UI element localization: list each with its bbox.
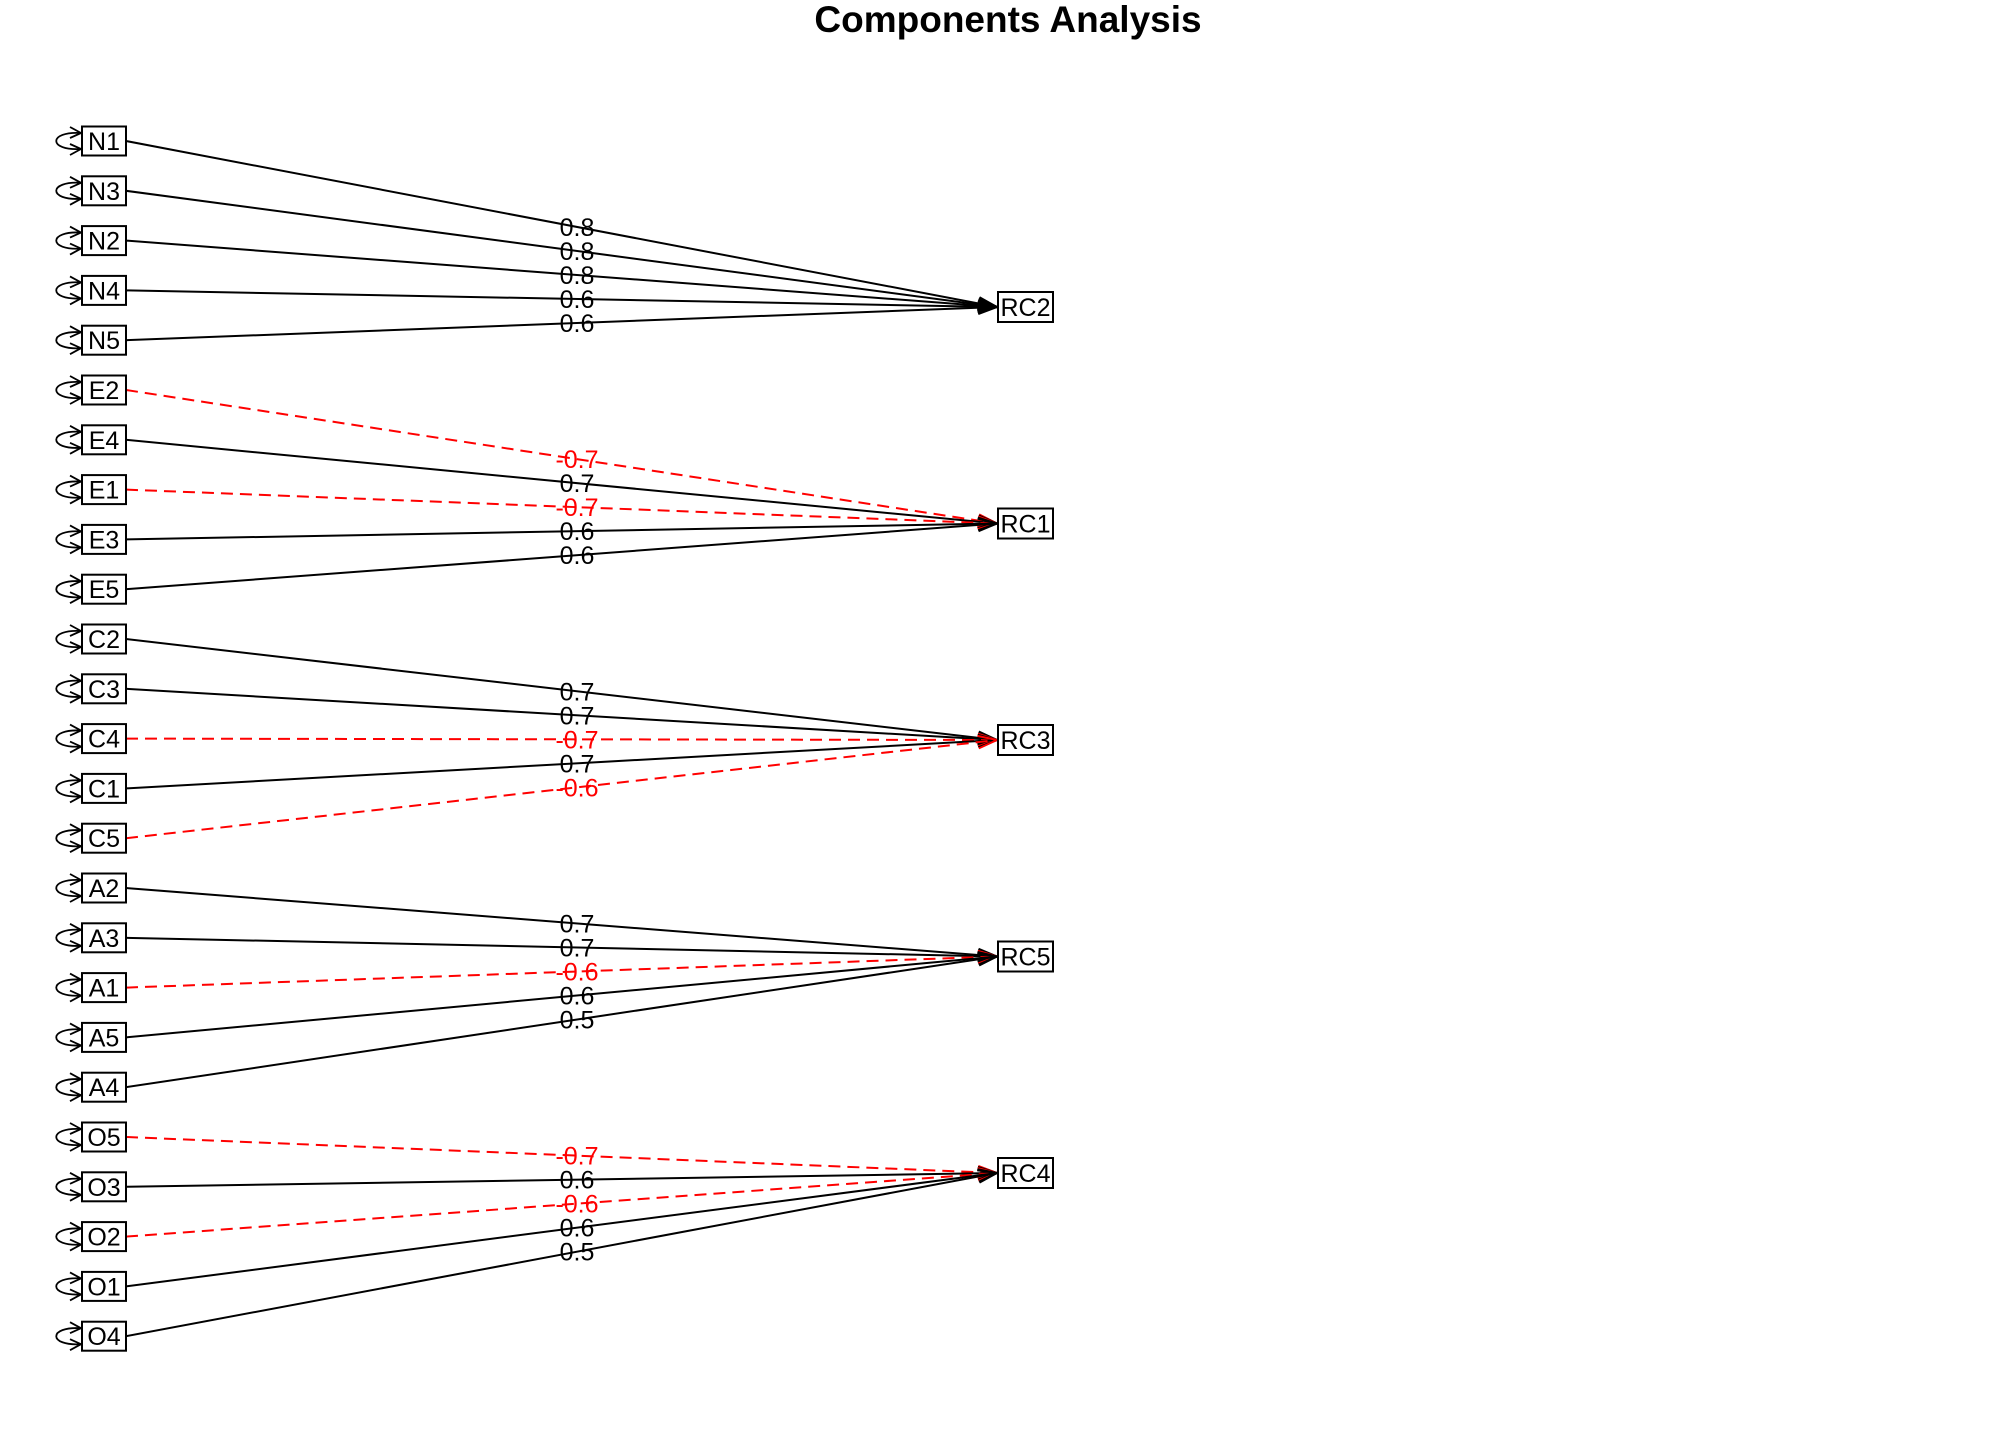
loading-label: 0.5: [560, 1007, 595, 1035]
variable-node-a3: A3: [55, 922, 127, 954]
variable-label: C3: [88, 676, 120, 704]
factor-node-rc1: RC1: [997, 507, 1054, 540]
variable-node-a1: A1: [55, 972, 127, 1004]
variable-node-c1: C1: [55, 772, 127, 804]
loading-label: -0.7: [555, 446, 598, 474]
variable-label: A2: [89, 875, 120, 903]
loading-label: -0.7: [555, 1143, 598, 1171]
variable-nodes: N1 N3 N2 N4 N5 E2 E4 E1 E3 E5 C2 C3 C4 C1 C5 A2 A3 A1 A5 A4…: [55, 125, 127, 1352]
factor-node-rc3: RC3: [997, 724, 1054, 756]
variable-node-n1: N1: [55, 125, 127, 157]
loading-label: 0.6: [560, 542, 595, 570]
variable-node-o5: O5: [55, 1121, 127, 1153]
variable-node-c3: C3: [55, 673, 127, 705]
variable-label: A1: [89, 975, 120, 1003]
variable-node-o2: O2: [55, 1221, 127, 1253]
variable-node-n2: N2: [55, 225, 127, 257]
loading-label: 0.6: [560, 1167, 595, 1195]
factor-label: RC3: [1000, 727, 1050, 755]
variable-node-a4: A4: [55, 1071, 127, 1103]
variable-label: O4: [87, 1323, 120, 1351]
variable-label: C2: [88, 626, 120, 654]
loading-label: 0.6: [560, 983, 595, 1011]
factor-label: RC4: [1000, 1160, 1050, 1188]
factor-label: RC5: [1000, 944, 1050, 972]
factor-node-rc4: RC4: [997, 1157, 1054, 1189]
variable-node-a2: A2: [55, 872, 127, 904]
variable-label: O1: [87, 1273, 120, 1301]
loading-label: -0.7: [555, 726, 598, 754]
loading-label: 0.8: [560, 262, 595, 290]
variable-label: E3: [89, 526, 120, 554]
variable-label: N3: [88, 178, 120, 206]
variable-label: E2: [89, 377, 120, 405]
variable-label: A3: [89, 925, 120, 953]
variable-node-o4: O4: [55, 1320, 127, 1352]
variable-node-e5: E5: [55, 573, 127, 605]
loading-label: 0.7: [560, 750, 595, 778]
loading-label: 0.7: [560, 702, 595, 730]
variable-label: C5: [88, 825, 120, 853]
variable-label: E1: [89, 477, 120, 505]
loading-label: 0.7: [560, 910, 595, 938]
variable-node-n5: N5: [55, 324, 127, 356]
loading-label: 0.5: [560, 1239, 595, 1267]
loading-label: 0.6: [560, 1215, 595, 1243]
variable-node-c5: C5: [55, 822, 127, 854]
loading-label: 0.6: [560, 310, 595, 338]
factor-node-rc5: RC5: [997, 940, 1054, 973]
variable-node-e3: E3: [55, 523, 127, 555]
variable-node-e2: E2: [55, 374, 127, 406]
loading-label: -0.6: [555, 774, 598, 802]
variable-node-n3: N3: [55, 175, 127, 207]
variable-label: C4: [88, 726, 120, 754]
loading-label: -0.6: [555, 1191, 598, 1219]
loading-labels: 0.80.80.80.60.6-0.70.7-0.70.60.60.70.7-0…: [555, 214, 598, 1267]
variable-label: A5: [89, 1024, 120, 1052]
variable-label: N2: [88, 228, 120, 256]
variable-label: O2: [87, 1224, 120, 1252]
variable-label: C1: [88, 775, 120, 803]
variable-node-o3: O3: [55, 1171, 127, 1203]
variable-node-n4: N4: [55, 274, 127, 306]
variable-label: O3: [87, 1174, 120, 1202]
variable-label: E4: [89, 427, 120, 455]
variable-label: E5: [89, 576, 120, 604]
variable-node-a5: A5: [55, 1021, 127, 1053]
diagram-title: Components Analysis: [814, 0, 1201, 40]
loading-label: 0.7: [560, 934, 595, 962]
loading-label: 0.8: [560, 238, 595, 266]
variable-node-c2: C2: [55, 623, 127, 655]
variable-label: A4: [89, 1074, 120, 1102]
factor-nodes: RC2 RC1 RC3 RC5 RC4: [997, 291, 1054, 1189]
variable-node-c4: C4: [55, 723, 127, 755]
variable-label: O5: [87, 1124, 120, 1152]
loading-label: 0.6: [560, 286, 595, 314]
loading-label: -0.7: [555, 494, 598, 522]
variable-label: N1: [88, 128, 120, 156]
loading-label: 0.8: [560, 214, 595, 242]
loading-label: 0.7: [560, 470, 595, 498]
loading-label: -0.6: [555, 958, 598, 986]
loading-edges: [125, 140, 1001, 1338]
variable-node-e4: E4: [55, 424, 127, 456]
variable-node-e1: E1: [55, 474, 127, 506]
variable-label: N4: [88, 277, 120, 305]
variable-node-o1: O1: [55, 1270, 127, 1302]
factor-node-rc2: RC2: [997, 291, 1054, 323]
factor-label: RC2: [1000, 294, 1050, 322]
factor-label: RC1: [1000, 511, 1050, 539]
loading-label: 0.7: [560, 678, 595, 706]
variable-label: N5: [88, 327, 120, 355]
loading-label: 0.6: [560, 518, 595, 546]
